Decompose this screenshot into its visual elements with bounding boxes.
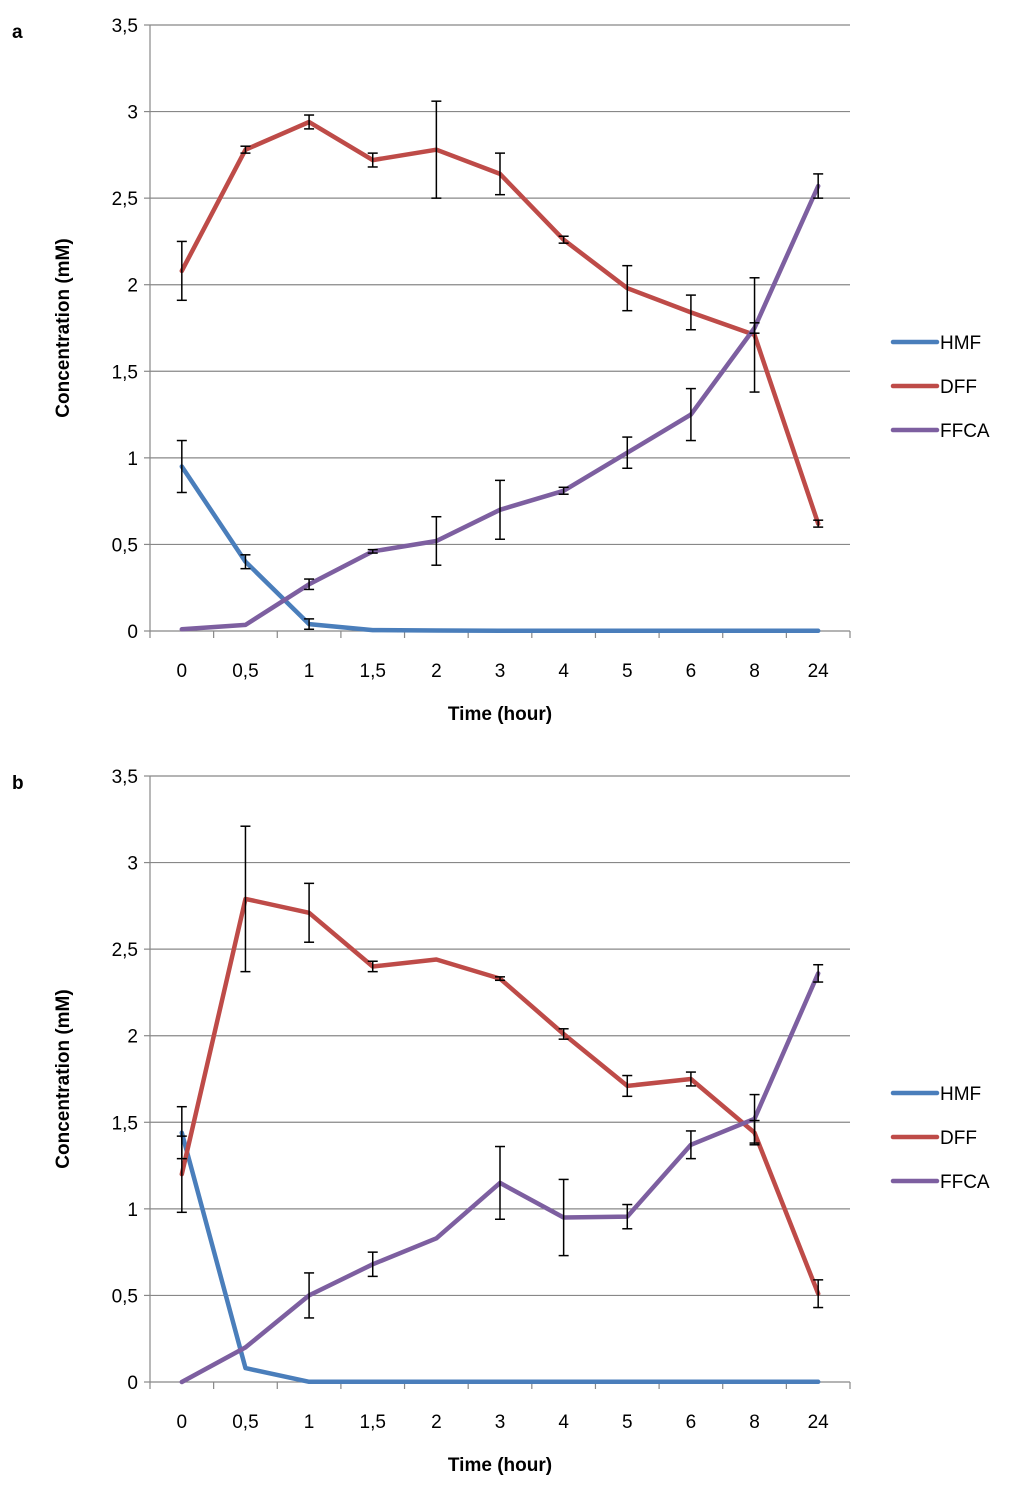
chart-panel-b: b 0 0,5 1 1,5 2 2,5 3 3,5 0 0,5 1 1,5 2 3 4 5 6 8 24 Time (h… [0,751,1017,1502]
error-bar [685,1071,696,1087]
x-tick-label: 1,5 [360,1412,386,1433]
y-tick-label: 3,5 [112,767,138,788]
error-bar [304,882,315,943]
chart-b-svg: b 0 0,5 1 1,5 2 2,5 3 3,5 0 0,5 1 1,5 2 3 4 5 6 8 24 Time (h… [12,767,990,1476]
error-bar [304,114,315,130]
error-bar [685,294,696,331]
x-tick-label: 6 [686,1412,697,1433]
y-tick-label: 1 [127,449,138,470]
error-bar [813,519,824,528]
error-bar [749,1093,760,1144]
error-bar [685,387,696,442]
error-bar [367,960,378,973]
y-tick-label: 2 [127,1027,138,1048]
series-line-dff [179,896,821,1296]
error-bar [367,548,378,554]
y-tick-label: 0 [127,622,138,643]
legend-label-hmf: HMF [940,1084,981,1105]
error-bar [495,152,505,196]
y-tick-label: 0 [127,1373,138,1394]
error-bar [431,515,442,566]
x-tick-label: 1,5 [360,661,386,682]
error-bar [749,322,760,334]
y-axis-title: Concentration (mM) [53,238,74,417]
error-bar [304,618,315,631]
error-bar [304,1272,315,1319]
x-tick-label: 8 [749,661,760,682]
x-axis-title: Time (hour) [448,1455,552,1476]
error-bar [622,1074,633,1098]
series-line-ffca [179,183,821,632]
error-bar [176,1135,187,1214]
error-bar [304,578,315,591]
y-tick-label: 2,5 [112,940,138,961]
x-tick-label: 1 [304,1412,315,1433]
x-tick-label: 5 [622,1412,633,1433]
y-tick-label: 1,5 [112,1113,138,1134]
y-axis-title: Concentration (mM) [53,989,74,1168]
legend-label-ffca: FFCA [940,1172,990,1193]
error-bar [558,1178,569,1257]
series-line-hmf [179,1130,821,1385]
legend-label-hmf: HMF [940,333,981,354]
x-tick-label: 24 [808,661,830,682]
error-bar [240,554,251,570]
error-bar [367,152,378,168]
y-tick-label: 3 [127,103,138,124]
legend-label-ffca: FFCA [940,421,990,442]
error-bar [813,1279,824,1309]
panel-label: b [12,773,24,794]
x-tick-label: 1 [304,661,315,682]
y-tick-label: 0,5 [112,1286,138,1307]
error-bar [813,963,824,983]
legend-label-dff: DFF [940,377,977,398]
x-tick-label: 0,5 [232,1412,258,1433]
x-tick-label: 3 [495,1412,506,1433]
x-tick-label: 4 [558,1412,569,1433]
x-axis-title: Time (hour) [448,704,552,725]
error-bar [240,145,251,154]
error-bar [558,235,569,244]
error-bar [749,277,760,393]
x-tick-label: 6 [686,661,697,682]
error-bar [622,436,633,469]
error-bar [495,976,505,982]
x-tick-label: 0 [177,1412,188,1433]
error-bar [431,100,442,199]
x-tick-label: 8 [749,1412,760,1433]
chart-panel-a: a 0 0,5 1 1,5 2 2,5 3 3,5 0 0,5 1 1,5 2 3 4 5 6 8 24 Time (h… [12,16,990,725]
x-tick-label: 4 [558,661,569,682]
error-bar [176,439,187,494]
error-bar [813,173,824,199]
x-tick-label: 24 [808,1412,830,1433]
error-bar [558,1028,569,1040]
y-tick-label: 3,5 [112,16,138,37]
error-bar [240,825,251,973]
legend-label-dff: DFF [940,1128,977,1149]
error-bar [367,1251,378,1278]
y-tick-label: 1 [127,1200,138,1221]
x-tick-label: 2 [431,1412,442,1433]
error-bar [495,1145,505,1220]
series-line-hmf [179,464,821,634]
error-bar [176,240,187,302]
error-bar [622,1203,633,1230]
y-tick-label: 2 [127,276,138,297]
x-tick-label: 5 [622,661,633,682]
x-tick-label: 2 [431,661,442,682]
y-tick-label: 3 [127,854,138,875]
x-tick-label: 0 [177,661,188,682]
panel-label: a [12,22,23,43]
error-bar [685,1130,696,1160]
y-tick-label: 1,5 [112,362,138,383]
x-tick-label: 3 [495,661,506,682]
error-bar [622,264,633,312]
y-tick-label: 2,5 [112,189,138,210]
error-bar [558,486,569,495]
x-tick-label: 0,5 [232,661,258,682]
error-bar [495,479,505,540]
chart-a-svg: a 0 0,5 1 1,5 2 2,5 3 3,5 0 0,5 1 1,5 2 3 4 5 6 8 24 Time (h… [12,16,990,725]
y-tick-label: 0,5 [112,535,138,556]
